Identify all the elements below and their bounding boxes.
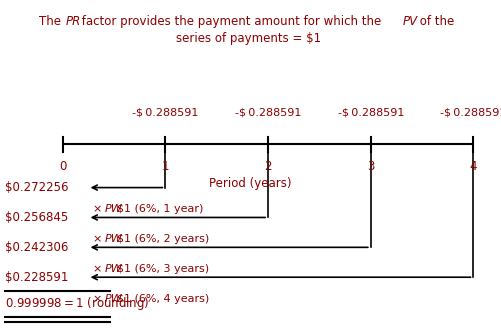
Text: $1 (6%, 3 years): $1 (6%, 3 years) [117, 264, 209, 274]
Text: PW: PW [105, 234, 123, 244]
Text: factor provides the payment amount for which the: factor provides the payment amount for w… [79, 15, 385, 28]
Text: $0.272256: $0.272256 [5, 181, 69, 194]
Text: -$ 0.288591: -$ 0.288591 [132, 107, 198, 117]
Text: 2: 2 [265, 160, 272, 173]
Text: 3: 3 [367, 160, 374, 173]
Text: PR: PR [66, 15, 81, 28]
Text: $1 (6%, 2 years): $1 (6%, 2 years) [117, 234, 209, 244]
Text: ×: × [93, 264, 106, 274]
Text: $0.228591: $0.228591 [5, 271, 68, 284]
Text: 4: 4 [470, 160, 477, 173]
Text: ×: × [93, 204, 106, 214]
Text: $1 (6%, 4 years): $1 (6%, 4 years) [117, 294, 209, 304]
Text: PW: PW [105, 204, 123, 214]
Text: -$ 0.288591: -$ 0.288591 [235, 107, 301, 117]
Text: PW: PW [105, 294, 123, 304]
Text: PV: PV [403, 15, 418, 28]
Text: $0.242306: $0.242306 [5, 241, 68, 254]
Text: $0.999998 = $1 (rounding): $0.999998 = $1 (rounding) [5, 295, 149, 312]
Text: of the: of the [416, 15, 454, 28]
Text: ×: × [93, 234, 106, 244]
Text: series of payments = $1: series of payments = $1 [176, 32, 321, 45]
Text: ×: × [93, 294, 106, 304]
Text: Period (years): Period (years) [209, 177, 292, 190]
Text: -$ 0.288591: -$ 0.288591 [440, 107, 501, 117]
Text: 0: 0 [59, 160, 66, 173]
Text: $1 (6%, 1 year): $1 (6%, 1 year) [117, 204, 203, 214]
Text: PW: PW [105, 264, 123, 274]
Text: The: The [40, 15, 65, 28]
Text: -$ 0.288591: -$ 0.288591 [338, 107, 404, 117]
Text: $0.256845: $0.256845 [5, 211, 68, 224]
Text: 1: 1 [162, 160, 169, 173]
